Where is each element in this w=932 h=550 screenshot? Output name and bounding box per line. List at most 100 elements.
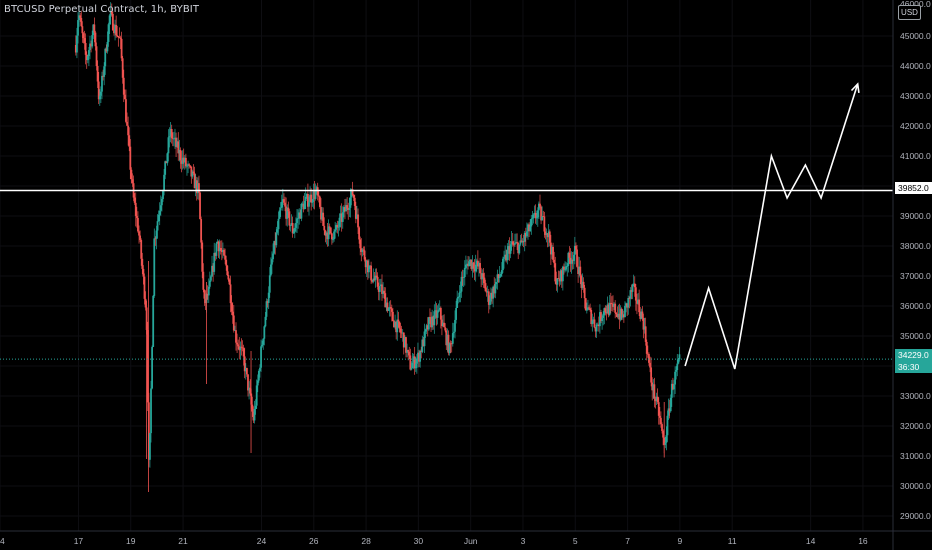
candle-body	[492, 286, 495, 299]
candle-body	[128, 135, 131, 147]
candle-body	[99, 91, 102, 96]
candle-body	[120, 38, 123, 59]
candle-body	[208, 280, 211, 287]
candle-body	[326, 232, 329, 240]
currency-badge[interactable]: USD	[898, 5, 921, 20]
projection-arrowhead	[850, 82, 860, 94]
candle-body	[634, 287, 637, 301]
candle-body	[559, 270, 562, 282]
candle-body	[199, 192, 201, 220]
candle-body	[317, 195, 320, 197]
candle-body	[619, 308, 622, 320]
time-tick-label: 9	[678, 536, 683, 546]
candle-body	[620, 308, 623, 318]
candle-body	[324, 230, 327, 236]
candle-body	[144, 298, 147, 308]
candle-body	[363, 250, 366, 260]
candle-body	[517, 243, 520, 254]
candle-body	[238, 346, 241, 351]
candle-body	[503, 257, 505, 259]
candle-body	[408, 351, 411, 356]
candle-body	[166, 153, 169, 164]
candle-body	[420, 350, 423, 352]
candle-body	[585, 309, 588, 311]
candle-body	[678, 354, 681, 360]
candle-body	[362, 249, 365, 251]
candle-body	[295, 223, 297, 228]
candle-body	[287, 207, 290, 212]
candle-body	[521, 240, 524, 243]
candle-body	[288, 211, 291, 226]
candle-body	[342, 207, 345, 213]
candle-body	[653, 384, 656, 399]
candle-body	[215, 243, 218, 256]
candle-body	[187, 164, 189, 166]
price-tick-label: 45000.0	[900, 31, 931, 41]
candle-body	[349, 197, 352, 208]
candle-body	[654, 398, 657, 402]
candle-body	[281, 199, 284, 202]
candle-body	[156, 221, 159, 231]
candle-body	[85, 54, 88, 61]
candle-body	[446, 334, 449, 346]
candle-body	[442, 322, 444, 326]
time-tick-label: 11	[728, 536, 737, 546]
candle-body	[269, 264, 272, 276]
price-tick-label: 42000.0	[900, 121, 931, 131]
candle-body	[423, 331, 426, 347]
price-tick-label: 43000.0	[900, 91, 931, 101]
time-axis[interactable]: 14 17 19 21 24 26 28 30 Jun 3 5 7 9 11 14 16	[0, 530, 932, 546]
candle-body	[491, 292, 493, 299]
candle-body	[245, 368, 248, 375]
candle-body	[151, 346, 154, 389]
time-tick-label: 26	[309, 536, 319, 546]
candle-body	[582, 281, 585, 288]
candle-body	[371, 280, 374, 282]
candle-body	[613, 303, 615, 307]
candle-body	[111, 13, 114, 31]
candle-body	[475, 260, 478, 265]
candle-body	[605, 311, 608, 314]
candle-body	[432, 316, 435, 326]
candle-body	[396, 319, 399, 333]
candle-body	[198, 183, 200, 193]
candle-body	[615, 312, 618, 315]
candle-body	[229, 284, 232, 304]
candle-body	[407, 350, 410, 352]
candle-body	[133, 197, 136, 203]
candle-body	[444, 327, 447, 331]
candle-body	[228, 279, 231, 285]
candle-body	[624, 305, 626, 318]
candle-body	[600, 312, 602, 321]
candle-body	[651, 382, 654, 391]
candle-body	[626, 303, 629, 308]
candle-body	[272, 253, 274, 260]
candle-body	[670, 383, 673, 398]
candle-body	[130, 169, 133, 180]
candle-body	[240, 346, 243, 348]
time-tick-label: Jun	[464, 536, 478, 546]
candle-body	[142, 268, 145, 277]
candle-body	[79, 15, 82, 18]
candle-body	[348, 207, 351, 210]
candle-body	[447, 334, 450, 354]
candle-body	[529, 226, 532, 231]
candle-body	[666, 415, 669, 436]
candle-body	[350, 189, 353, 198]
candle-body	[516, 242, 519, 244]
candle-body	[98, 95, 101, 100]
candle-body	[483, 277, 486, 284]
candle-body	[207, 286, 210, 296]
candle-body	[572, 254, 575, 261]
price-tick-label: 31000.0	[900, 451, 931, 461]
candle-body	[456, 298, 459, 308]
candle-body	[351, 189, 354, 196]
candle-body	[165, 161, 168, 164]
candle-body	[172, 138, 175, 140]
candle-body	[298, 212, 301, 219]
candle-body	[92, 24, 95, 36]
candle-body	[602, 315, 605, 318]
candle-body	[424, 329, 427, 332]
candle-body	[400, 332, 403, 334]
